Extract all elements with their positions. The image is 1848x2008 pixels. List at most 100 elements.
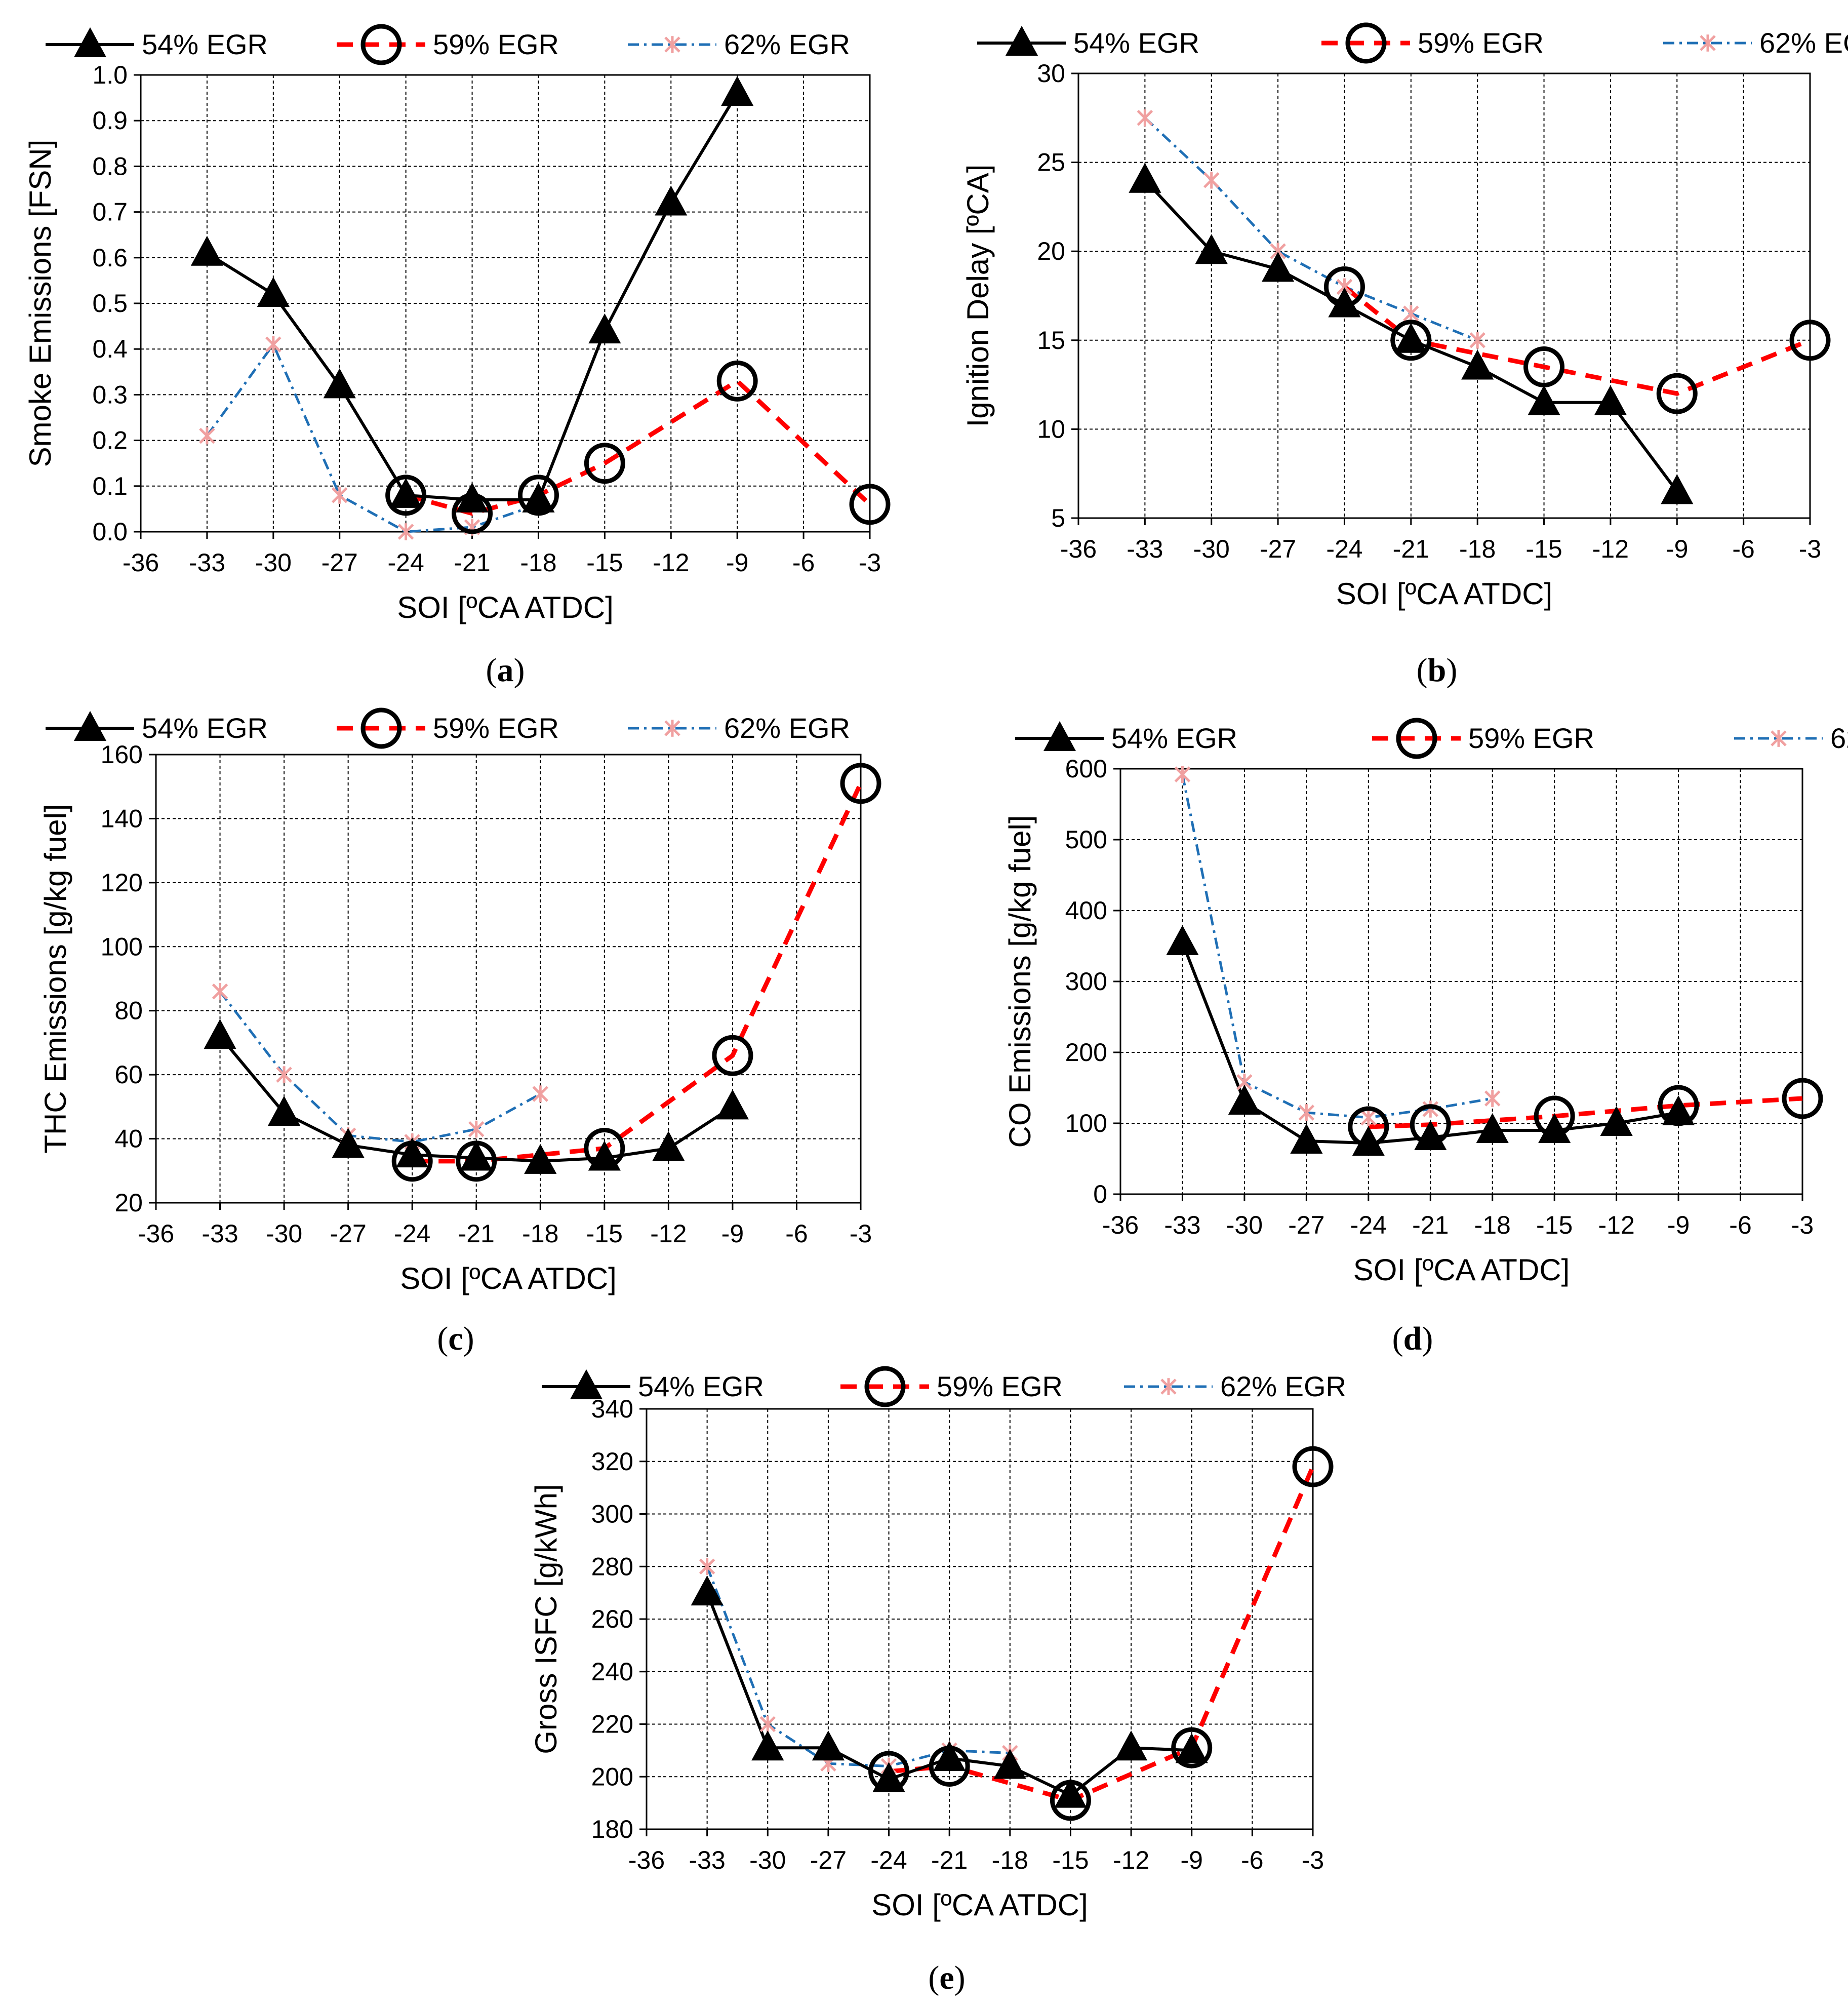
y-tick-label: 260 (591, 1605, 633, 1633)
legend: 54% EGR 59% EGR 62% EGR (977, 22, 1848, 64)
data-point (1461, 349, 1494, 380)
x-tick-label: -15 (1525, 535, 1562, 563)
x-tick-label: -27 (810, 1846, 847, 1874)
y-tick-label: 300 (1065, 967, 1107, 996)
y-tick-label: 30 (1037, 59, 1065, 88)
x-tick-label: -24 (394, 1219, 430, 1248)
y-tick-label: 200 (591, 1762, 633, 1791)
x-tick-label: -30 (749, 1846, 786, 1874)
data-point (1292, 1446, 1334, 1487)
series-line-62-egr (706, 1566, 1010, 1767)
y-tick-label: 0 (1093, 1180, 1107, 1208)
y-tick-label: 100 (1065, 1109, 1107, 1137)
data-point (389, 478, 422, 508)
legend-label: 54% EGR (1073, 27, 1199, 59)
series-line-59-egr (1343, 285, 1811, 396)
legend-label: 59% EGR (1468, 722, 1594, 754)
x-tick-label: -33 (202, 1219, 238, 1248)
data-point (190, 235, 223, 266)
x-tick-label: -12 (1598, 1211, 1635, 1239)
y-tick-label: 600 (1065, 755, 1107, 783)
grid (1120, 768, 1803, 1195)
data-point (721, 75, 754, 106)
x-tick-label: -15 (1052, 1846, 1089, 1874)
data-point (933, 1741, 966, 1771)
data-point (1390, 320, 1432, 361)
data-point (276, 1066, 292, 1083)
y-tick-label: 160 (101, 740, 143, 769)
legend-label: 59% EGR (1418, 27, 1544, 59)
y-tick-label: 0.7 (92, 198, 128, 226)
y-axis-label: Smoke Emissions [FSN] (23, 140, 57, 467)
y-tick-label: 180 (591, 1815, 633, 1843)
data-point (759, 1715, 776, 1733)
legend-marker (1700, 34, 1716, 52)
legend-marker (1005, 25, 1038, 56)
data-point (1290, 1123, 1323, 1154)
x-tick-label: -3 (1791, 1211, 1814, 1239)
x-tick-label: -9 (1180, 1846, 1202, 1874)
data-point (212, 982, 228, 1000)
x-axis-label: SOI [ºCA ATDC] (397, 590, 614, 624)
data-point (456, 482, 489, 513)
x-tick-label: -6 (1732, 535, 1754, 563)
legend: 54% EGR 59% EGR 62% EGR (1015, 718, 1848, 759)
y-tick-label: 280 (591, 1552, 633, 1581)
data-point (522, 482, 555, 513)
y-tick-label: 500 (1065, 825, 1107, 854)
x-tick-label: -12 (1592, 535, 1629, 563)
plot-frame (646, 1408, 1314, 1830)
panel-caption: (e) (928, 1959, 965, 1996)
y-tick-label: 300 (591, 1500, 633, 1528)
x-tick-label: -27 (1260, 535, 1296, 563)
data-point (204, 1019, 236, 1049)
x-tick-label: -18 (520, 548, 556, 577)
y-tick-label: 15 (1037, 326, 1065, 355)
y-axis-label: Ignition Delay [ºCA] (961, 165, 995, 427)
x-tick-label: -24 (1350, 1211, 1387, 1239)
y-tick-label: 25 (1037, 148, 1065, 177)
data-point (1661, 474, 1694, 504)
data-point (1360, 1109, 1377, 1126)
y-tick-label: 220 (591, 1710, 633, 1739)
y-tick-label: 5 (1051, 504, 1065, 532)
data-point (323, 368, 356, 399)
panel-caption: (b) (1417, 652, 1458, 689)
data-point (1403, 305, 1419, 322)
y-tick-label: 140 (101, 804, 143, 833)
legend-marker (1771, 730, 1787, 747)
panel-letter: e (939, 1959, 954, 1996)
y-tick-label: 60 (114, 1060, 143, 1089)
data-point (332, 1128, 365, 1158)
y-tick-label: 340 (591, 1395, 633, 1423)
legend-marker (570, 1369, 603, 1399)
x-tick-label: -36 (1102, 1211, 1139, 1239)
legend: 54% EGR 59% EGR 62% EGR (542, 1366, 1346, 1407)
x-tick-label: -33 (689, 1846, 726, 1874)
legend-marker (73, 27, 107, 57)
grid (646, 1408, 1313, 1830)
y-tick-label: 400 (1065, 896, 1107, 925)
data-point (699, 1558, 715, 1576)
data-point (1476, 1113, 1509, 1143)
x-tick-label: -12 (1113, 1846, 1149, 1874)
x-axis-label: SOI [ºCA ATDC] (1353, 1253, 1570, 1287)
data-point (532, 1085, 549, 1103)
x-tick-label: -18 (1474, 1211, 1511, 1239)
data-point (712, 1035, 753, 1076)
legend-marker (864, 1366, 906, 1407)
data-point (652, 1131, 685, 1161)
chart-b: -36 -33 -30 -27 -24 -21 -18 -15 -12 -9 -6 -3 5 10 15 20… (961, 22, 1848, 689)
data-point (257, 277, 290, 307)
x-tick-label: -9 (721, 1219, 744, 1248)
data-point (691, 1576, 724, 1606)
grid (1078, 73, 1811, 519)
series-line-59-egr (412, 782, 863, 1164)
data-point (716, 360, 758, 402)
data-point (397, 523, 414, 540)
y-tick-label: 0.1 (92, 472, 128, 500)
y-tick-label: 100 (101, 932, 143, 961)
x-tick-label: -27 (322, 548, 358, 577)
data-point (468, 1120, 485, 1138)
data-point (1594, 385, 1627, 415)
